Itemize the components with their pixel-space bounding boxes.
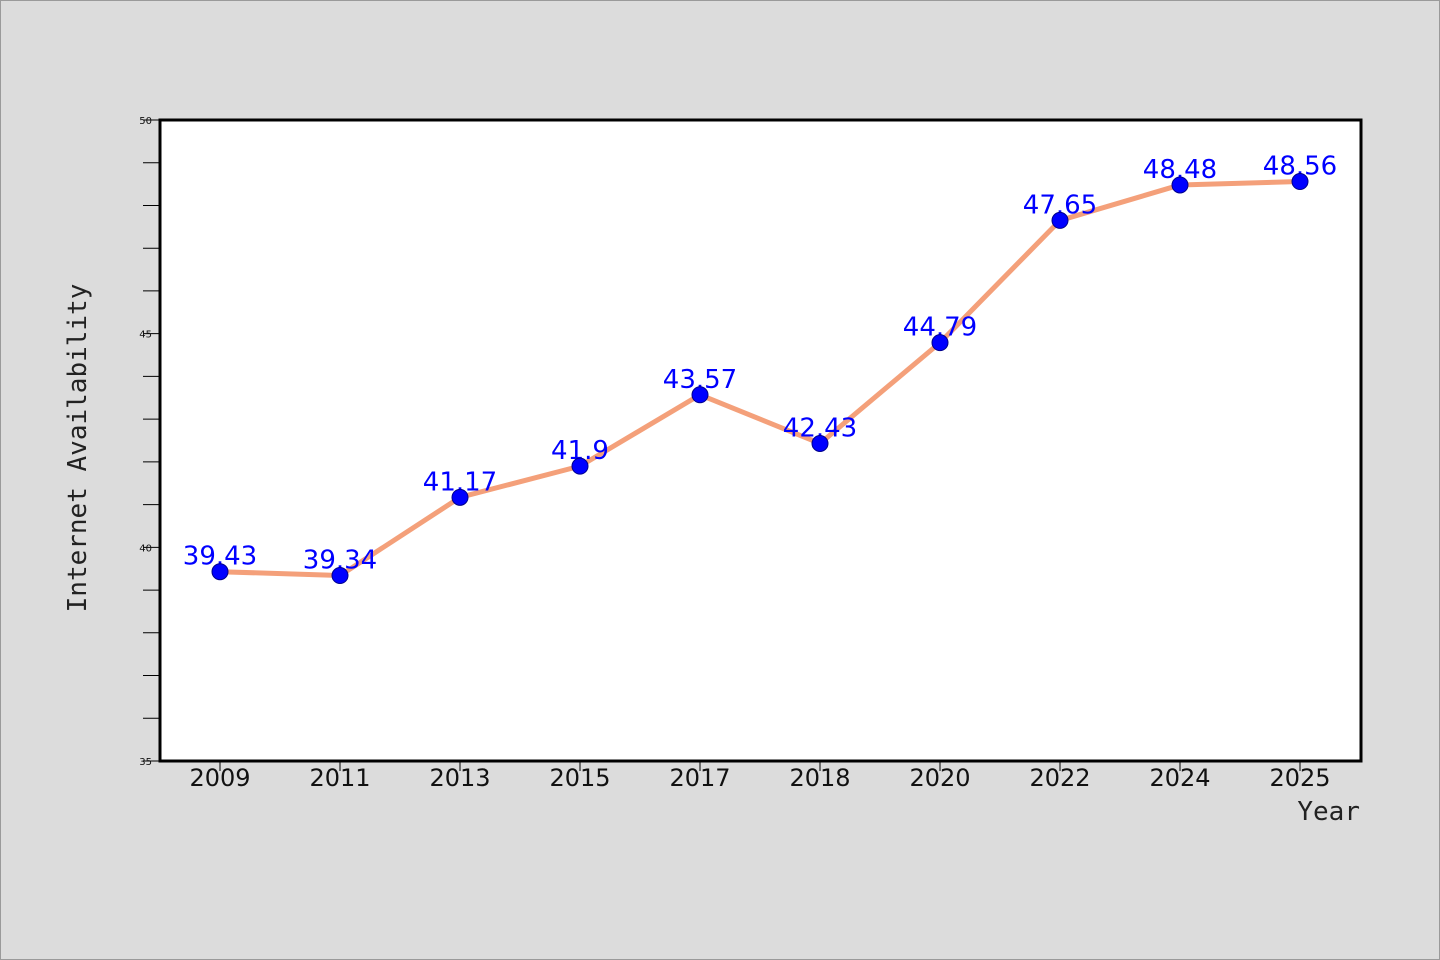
- x-tick-label: 2015: [549, 764, 610, 792]
- x-tick-label: 2018: [789, 764, 850, 792]
- data-point: [691, 386, 709, 404]
- data-point: [1171, 176, 1189, 194]
- data-point: [1051, 211, 1069, 229]
- x-axis-label: Year: [1297, 797, 1360, 827]
- x-tick-label: 2017: [669, 764, 730, 792]
- y-axis-label: Internet Availability: [63, 284, 93, 613]
- x-tick-label: 2009: [189, 764, 250, 792]
- data-point: [811, 434, 829, 452]
- y-tick-label: 40: [139, 543, 152, 554]
- series-line: [217, 179, 1303, 579]
- x-tick-label: 2013: [429, 764, 490, 792]
- series-layer: 39.43 39.3441.1741.943.5742.4344.7947.654…: [183, 152, 1337, 585]
- y-tick-label: 50: [139, 116, 152, 127]
- data-point: [1291, 173, 1309, 191]
- x-tick-label: 2020: [909, 764, 970, 792]
- data-point: [571, 457, 589, 475]
- x-tick-label: 2022: [1029, 764, 1090, 792]
- plot-area: [158, 118, 1363, 763]
- x-tick-label: 2025: [1269, 764, 1330, 792]
- x-tick-label: 2011: [309, 764, 370, 792]
- x-axis: 2009 2011 2013 2015 2017 2018 2020 2022 2024 2025: [189, 761, 1331, 792]
- y-tick-label: 45: [139, 330, 152, 341]
- data-point: [931, 334, 949, 352]
- x-tick-label: 2024: [1149, 764, 1210, 792]
- y-tick-label: 35: [139, 757, 152, 768]
- data-point: [331, 567, 349, 585]
- data-point: [211, 563, 229, 581]
- y-axis: 35 40 45 50: [139, 116, 160, 768]
- data-point: [451, 488, 469, 506]
